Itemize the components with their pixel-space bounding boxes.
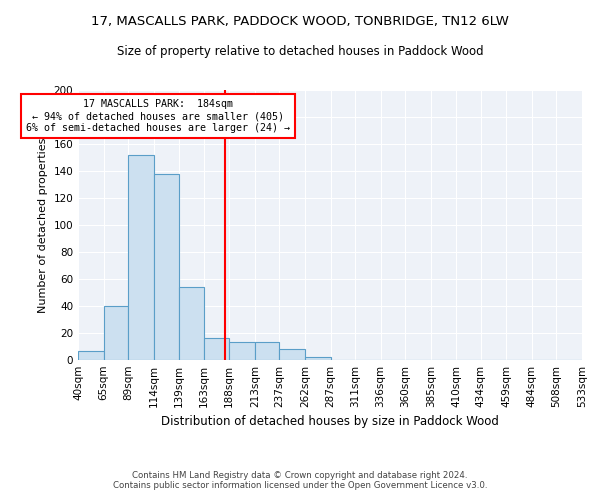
Bar bbox=[179, 287, 204, 360]
Bar bbox=[204, 338, 229, 360]
X-axis label: Distribution of detached houses by size in Paddock Wood: Distribution of detached houses by size … bbox=[161, 416, 499, 428]
Bar bbox=[280, 349, 305, 360]
Bar bbox=[255, 342, 280, 360]
Text: 17 MASCALLS PARK:  184sqm
← 94% of detached houses are smaller (405)
6% of semi-: 17 MASCALLS PARK: 184sqm ← 94% of detach… bbox=[26, 100, 290, 132]
Text: Size of property relative to detached houses in Paddock Wood: Size of property relative to detached ho… bbox=[116, 45, 484, 58]
Text: Contains HM Land Registry data © Crown copyright and database right 2024.
Contai: Contains HM Land Registry data © Crown c… bbox=[113, 470, 487, 490]
Bar bbox=[154, 174, 179, 360]
Bar bbox=[229, 342, 255, 360]
Bar bbox=[104, 306, 128, 360]
Y-axis label: Number of detached properties: Number of detached properties bbox=[38, 138, 48, 312]
Bar bbox=[128, 155, 154, 360]
Text: 17, MASCALLS PARK, PADDOCK WOOD, TONBRIDGE, TN12 6LW: 17, MASCALLS PARK, PADDOCK WOOD, TONBRID… bbox=[91, 15, 509, 28]
Bar bbox=[305, 358, 331, 360]
Bar bbox=[78, 350, 104, 360]
